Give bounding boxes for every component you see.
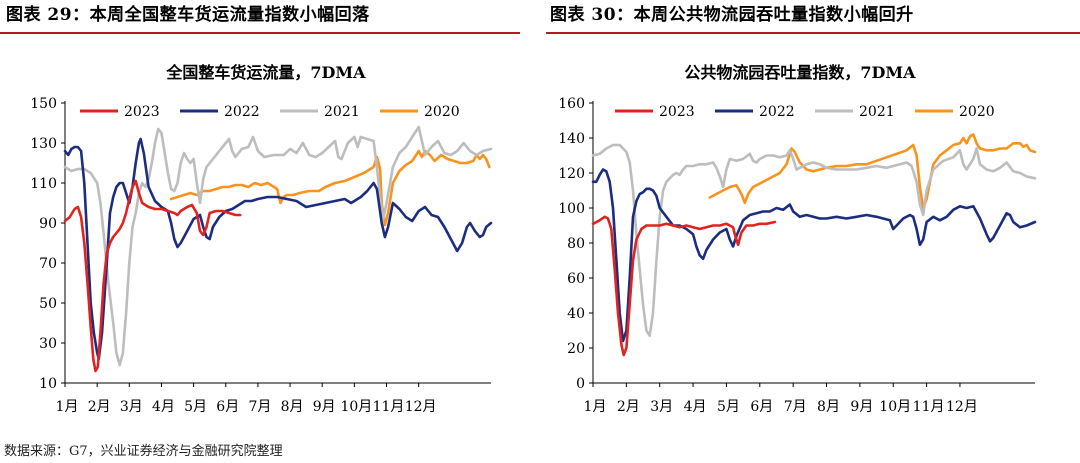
chart2-series-2023-line bbox=[591, 215, 777, 357]
chart1-legend-label-2020: 2020 bbox=[424, 104, 460, 120]
chart1-y-tick-label: 30 bbox=[39, 336, 57, 352]
chart2-x-tick-label: 6月 bbox=[750, 399, 773, 415]
chart2-y-tick-label: 140 bbox=[558, 131, 585, 147]
chart2-legend-label-2021: 2021 bbox=[859, 104, 895, 120]
chart2-y-tick-label: 100 bbox=[558, 201, 585, 217]
chart1-x-tick-label: 3月 bbox=[120, 399, 143, 415]
chart2-y-tick-label: 60 bbox=[567, 271, 585, 287]
chart1-legend-label-2023: 2023 bbox=[124, 104, 160, 120]
left-header-rule bbox=[0, 32, 520, 34]
chart2-x-tick-label: 4月 bbox=[684, 399, 707, 415]
chart1-series-2020-line bbox=[169, 149, 491, 227]
chart2-y-tick-label: 20 bbox=[567, 341, 585, 357]
chart1-x-tick-label: 2月 bbox=[88, 399, 111, 415]
chart1-x-tick-label: 5月 bbox=[184, 399, 207, 415]
chart2-series-2021-line bbox=[591, 143, 1037, 338]
right-header-rule bbox=[546, 32, 1080, 34]
chart1-series-2022-line bbox=[63, 137, 493, 361]
chart2-x-tick-label: 7月 bbox=[784, 399, 807, 415]
chart1-x-tick-label: 12月 bbox=[405, 399, 437, 415]
chart1-x-tick-label: 6月 bbox=[216, 399, 239, 415]
right-figure-title: 图表 30：本周公共物流园吞吐量指数小幅回升 bbox=[550, 5, 914, 25]
chart2-y-tick-label: 80 bbox=[567, 236, 585, 252]
chart2-series-2022-line bbox=[591, 168, 1037, 343]
chart1-title: 全国整车货运流量，7DMA bbox=[165, 63, 366, 82]
chart2-title: 公共物流园吞吐量指数，7DMA bbox=[684, 63, 916, 82]
chart1-x-tick-label: 10月 bbox=[340, 399, 372, 415]
chart2-x-tick-label: 1月 bbox=[584, 399, 607, 415]
chart1-legend-label-2021: 2021 bbox=[324, 104, 360, 120]
left-figure-title: 图表 29：本周全国整车货运流量指数小幅回落 bbox=[6, 5, 370, 25]
chart1-legend-label-2022: 2022 bbox=[224, 104, 260, 120]
chart2-x-tick-label: 10月 bbox=[879, 399, 911, 415]
chart1-x-tick-label: 9月 bbox=[313, 399, 336, 415]
chart2-y-tick-label: 40 bbox=[567, 306, 585, 322]
chart2-legend-label-2023: 2023 bbox=[659, 104, 695, 120]
chart1-y-tick-label: 50 bbox=[39, 296, 57, 312]
chart2-legend-label-2022: 2022 bbox=[759, 104, 795, 120]
chart1-x-tick-label: 1月 bbox=[56, 399, 79, 415]
chart2-y-tick-label: 0 bbox=[576, 376, 585, 392]
source-footnote: 数据来源：G7，兴业证券经济与金融研究院整理 bbox=[4, 444, 283, 459]
chart1-x-tick-label: 11月 bbox=[373, 399, 405, 415]
chart1-y-tick-label: 130 bbox=[30, 136, 57, 152]
chart2-x-tick-label: 11月 bbox=[913, 399, 945, 415]
chart2-legend-label-2020: 2020 bbox=[959, 104, 995, 120]
chart1-y-tick-label: 90 bbox=[39, 216, 57, 232]
chart2-x-tick-label: 3月 bbox=[650, 399, 673, 415]
chart1-y-tick-label: 10 bbox=[39, 376, 57, 392]
chart1-y-tick-label: 70 bbox=[39, 256, 57, 272]
chart2-x-tick-label: 5月 bbox=[717, 399, 740, 415]
chart2-x-tick-label: 9月 bbox=[850, 399, 873, 415]
chart1-x-tick-label: 4月 bbox=[152, 399, 175, 415]
chart2-x-tick-label: 12月 bbox=[946, 399, 978, 415]
chart1-y-tick-label: 150 bbox=[30, 96, 57, 112]
chart2-x-tick-label: 8月 bbox=[817, 399, 840, 415]
chart1-x-tick-label: 8月 bbox=[281, 399, 304, 415]
chart1-series-2021-line bbox=[63, 125, 493, 367]
chart2-y-tick-label: 160 bbox=[558, 96, 585, 112]
chart2-y-tick-label: 120 bbox=[558, 166, 585, 182]
chart2-series-2020-line bbox=[708, 133, 1037, 210]
chart1-series-2023-line bbox=[63, 179, 242, 373]
chart1-x-tick-label: 7月 bbox=[248, 399, 271, 415]
chart1-y-tick-label: 110 bbox=[30, 176, 57, 192]
chart2-x-tick-label: 2月 bbox=[617, 399, 640, 415]
